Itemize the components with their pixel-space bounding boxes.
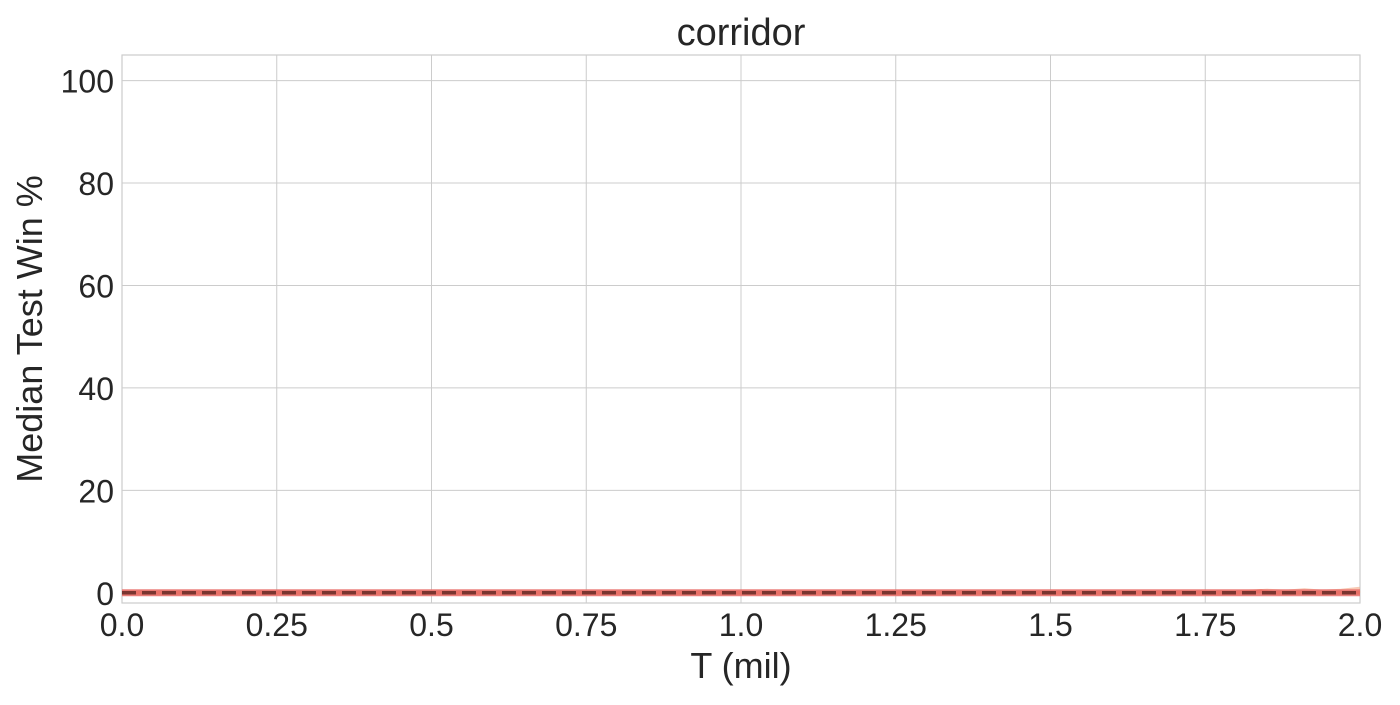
series-group [122,586,1361,597]
y-tick-label: 0 [96,576,114,612]
x-tick-label: 1.25 [865,607,927,643]
x-tick-label: 1.5 [1028,607,1072,643]
y-axis-label: Median Test Win % [9,175,50,482]
x-tick-label: 1.75 [1174,607,1236,643]
x-tick-labels: 0.0 0.25 0.5 0.75 1.0 1.25 1.5 1.75 2.0 [100,607,1382,643]
y-tick-labels: 0 20 40 60 80 100 [61,64,114,612]
x-tick-label: 0.25 [246,607,308,643]
x-axis-label: T (mil) [690,645,791,686]
x-tick-label: 0.75 [555,607,617,643]
x-tick-label: 1.0 [719,607,763,643]
y-tick-label: 20 [78,473,114,509]
y-tick-label: 80 [78,166,114,202]
x-tick-label: 0.0 [100,607,144,643]
y-tick-label: 60 [78,268,114,304]
x-tick-label: 0.5 [409,607,453,643]
y-tick-label: 100 [61,64,114,100]
chart-title: corridor [677,12,806,54]
x-tick-label: 2.0 [1338,607,1382,643]
y-tick-label: 40 [78,371,114,407]
